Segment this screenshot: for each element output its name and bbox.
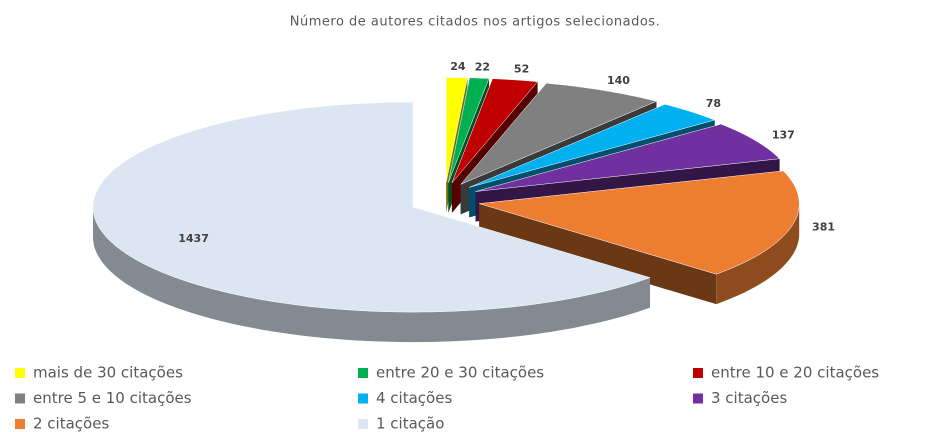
legend-label: 2 citações [33,415,109,432]
legend-label: entre 5 e 10 citações [33,389,192,407]
slice [460,82,658,185]
legend-swatch [358,419,368,429]
data-label: 78 [706,97,721,110]
data-label: 24 [450,60,466,73]
slice-side [93,207,650,343]
data-label: 381 [812,221,835,234]
legend-swatch [358,393,368,404]
legend-label: entre 20 e 30 citações [376,364,544,382]
legend-swatch [693,393,703,404]
pie-tops [92,77,800,313]
chart-title: Número de autores citados nos artigos se… [290,15,660,30]
data-label: 137 [772,128,795,141]
data-label: 1437 [178,232,209,245]
slice [469,104,716,188]
legend-swatch [358,368,368,378]
legend-label: mais de 30 citações [33,364,183,382]
legend-swatch [15,368,25,378]
slice [445,77,468,183]
slice [448,77,490,183]
legend-swatch [693,368,703,378]
slice [475,123,781,192]
legend-label: 3 citações [711,389,787,407]
legend-label: 1 citação [376,415,444,432]
legend-label: 4 citações [376,389,452,407]
data-label: 140 [607,74,630,87]
pie-labels: 24 22 52 140 78 137 381 1437 [178,60,835,245]
slice-edge [479,203,717,305]
slice [92,101,651,313]
data-label: 22 [475,61,490,74]
legend-swatch [15,419,25,429]
legend-swatch [15,393,25,404]
data-label: 52 [514,63,529,76]
slice [451,78,539,184]
slice-side [716,203,800,305]
legend-label: entre 10 e 20 citações [711,364,879,382]
slice [479,170,800,275]
